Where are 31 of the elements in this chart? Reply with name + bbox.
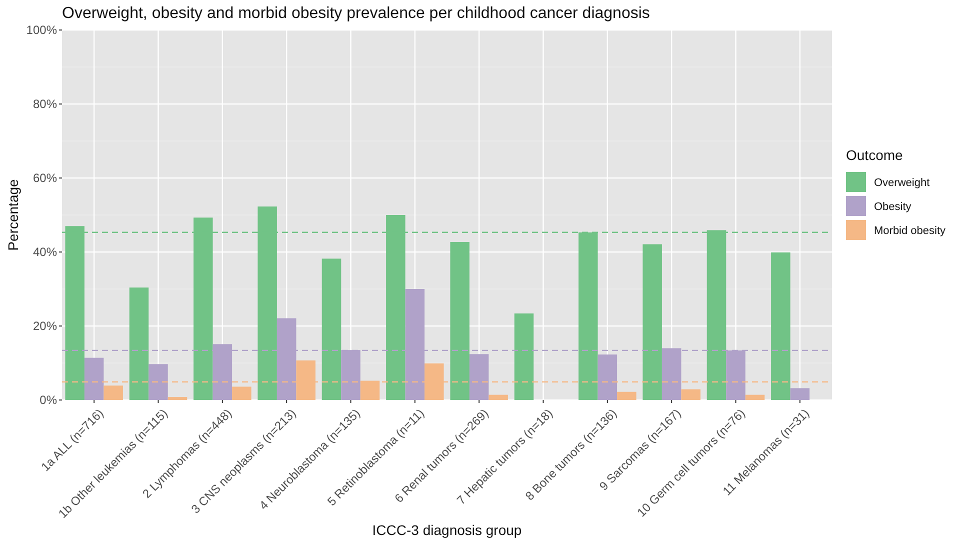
bar xyxy=(514,313,534,400)
y-tick-label: 0% xyxy=(40,393,58,408)
y-axis-title: Percentage xyxy=(5,178,21,251)
bar xyxy=(745,394,765,400)
legend-title: Outcome xyxy=(846,147,904,163)
bar xyxy=(598,354,618,400)
bar xyxy=(790,388,810,400)
bar xyxy=(450,242,470,400)
bar xyxy=(488,394,508,400)
bar xyxy=(232,386,252,400)
legend-label: Overweight xyxy=(874,176,930,189)
bar xyxy=(617,392,636,400)
bar xyxy=(129,288,149,400)
bar xyxy=(104,386,123,400)
bar xyxy=(771,252,790,400)
bar xyxy=(322,258,342,400)
y-tick-label: 20% xyxy=(32,319,58,334)
bar xyxy=(469,354,489,400)
y-tick-label: 80% xyxy=(32,97,58,112)
chart-title: Overweight, obesity and morbid obesity prevalence per childhood cancer diagnosis xyxy=(62,5,650,22)
bar xyxy=(148,364,168,400)
bar xyxy=(642,244,662,400)
y-tick-label: 60% xyxy=(32,171,58,186)
bar xyxy=(168,397,188,400)
bar xyxy=(681,389,700,400)
legend-label: Obesity xyxy=(874,200,912,213)
legend-label: Morbid obesity xyxy=(874,224,946,237)
x-axis-title: ICCC-3 diagnosis group xyxy=(372,522,522,538)
y-tick-label: 100% xyxy=(26,23,58,38)
bar xyxy=(84,358,104,400)
y-tick-label: 40% xyxy=(32,245,58,260)
